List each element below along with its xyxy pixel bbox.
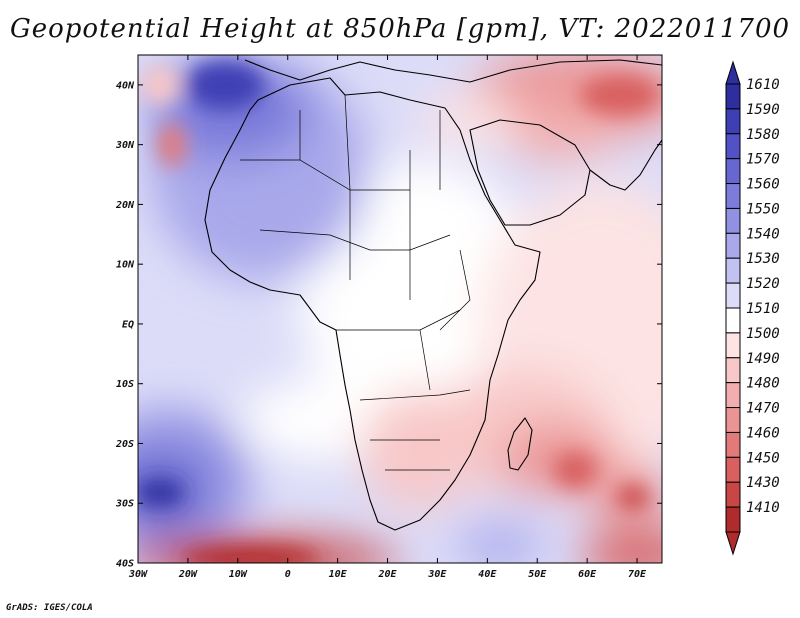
colorbar-top-arrow (725, 60, 741, 85)
lat-tick-label: 10S (116, 379, 134, 390)
colorbar-swatch (725, 108, 741, 135)
height-field (138, 55, 662, 563)
lon-tick-label: 40E (478, 569, 497, 580)
lat-tick-label: 20N (115, 200, 135, 211)
colorbar-label: 1410 (746, 500, 780, 516)
colorbar-label: 1470 (746, 401, 780, 417)
colorbar-swatch (725, 307, 741, 334)
lat-tick-label: 40S (116, 559, 134, 570)
lat-tick-label: 30S (115, 499, 134, 510)
arabia-coastline (469, 119, 591, 226)
colorbar-label: 1490 (746, 351, 780, 367)
colorbar-swatch (725, 332, 741, 359)
colorbar-swatch (725, 83, 741, 110)
lon-tick-label: 20W (178, 569, 198, 580)
colorbar-swatch (725, 456, 741, 483)
lat-tick-label: 10N (116, 260, 135, 271)
colorbar-label: 1480 (746, 376, 780, 392)
lat-tick-label: 40N (116, 80, 135, 91)
country-borders (240, 94, 471, 471)
colorbar-label: 1510 (746, 301, 780, 317)
colorbar-label: 1460 (746, 425, 780, 441)
lon-tick-label: 20E (377, 569, 397, 580)
colorbar-label: 1520 (746, 276, 780, 292)
colorbar-swatch (725, 183, 741, 209)
lon-tick-label: 60E (578, 569, 597, 580)
colorbar-label: 1530 (746, 251, 780, 267)
colorbar-label: 1550 (746, 201, 780, 217)
map-frame (137, 54, 663, 564)
axis-ticks: 30W 20W 10W 0 10E 20E 30E 40E 50E 60E 70E 40N 30N 20N… (115, 55, 662, 580)
colorbar-swatch (725, 282, 741, 309)
asia-coastline (589, 139, 662, 191)
colorbar-swatch (725, 257, 741, 284)
lon-tick-label: 30E (427, 569, 447, 580)
colorbar-label: 1560 (746, 177, 780, 193)
colorbar-label: 1580 (746, 127, 780, 143)
lon-tick-label: 70E (628, 569, 647, 580)
lat-tick-label: EQ (122, 319, 134, 330)
colorbar-swatch (725, 431, 741, 458)
africa-coastline (204, 77, 541, 531)
grads-credit: GrADS: IGES/COLA (6, 603, 93, 613)
lat-tick-label: 30N (115, 140, 135, 151)
colorbar-label: 1500 (746, 326, 780, 342)
lon-tick-label: 10W (229, 569, 248, 580)
colorbar-swatch (725, 207, 741, 234)
madagascar-coastline (507, 417, 533, 471)
colorbar-swatch (725, 357, 741, 384)
colorbar-label: 1610 (746, 77, 780, 93)
colorbar-swatch (725, 481, 741, 508)
lat-tick-label: 20S (115, 439, 134, 450)
colorbar-bottom-arrow (725, 531, 741, 556)
colorbar-swatch (725, 232, 741, 259)
colorbar-swatch (725, 506, 741, 533)
colorbar-label: 1570 (746, 152, 780, 168)
lon-tick-label: 0 (285, 569, 291, 580)
lon-tick-label: 30W (128, 569, 148, 580)
colorbar-swatch (725, 407, 741, 433)
colorbar: 1610 1590 1580 1570 1560 1550 1540 1530 1520 1510… (725, 60, 780, 556)
colorbar-label: 1450 (746, 450, 780, 466)
colorbar-label: 1430 (746, 475, 780, 491)
chart-title: Geopotential Height at 850hPa [gpm], VT:… (9, 14, 791, 44)
colorbar-swatch (725, 158, 741, 185)
colorbar-swatch (725, 382, 741, 409)
colorbar-label: 1590 (746, 102, 780, 118)
colorbar-label: 1540 (746, 226, 780, 242)
europe-coastline (244, 59, 662, 83)
colorbar-swatch (725, 133, 741, 160)
lon-tick-label: 10E (329, 569, 348, 580)
lon-tick-label: 50E (528, 569, 547, 580)
